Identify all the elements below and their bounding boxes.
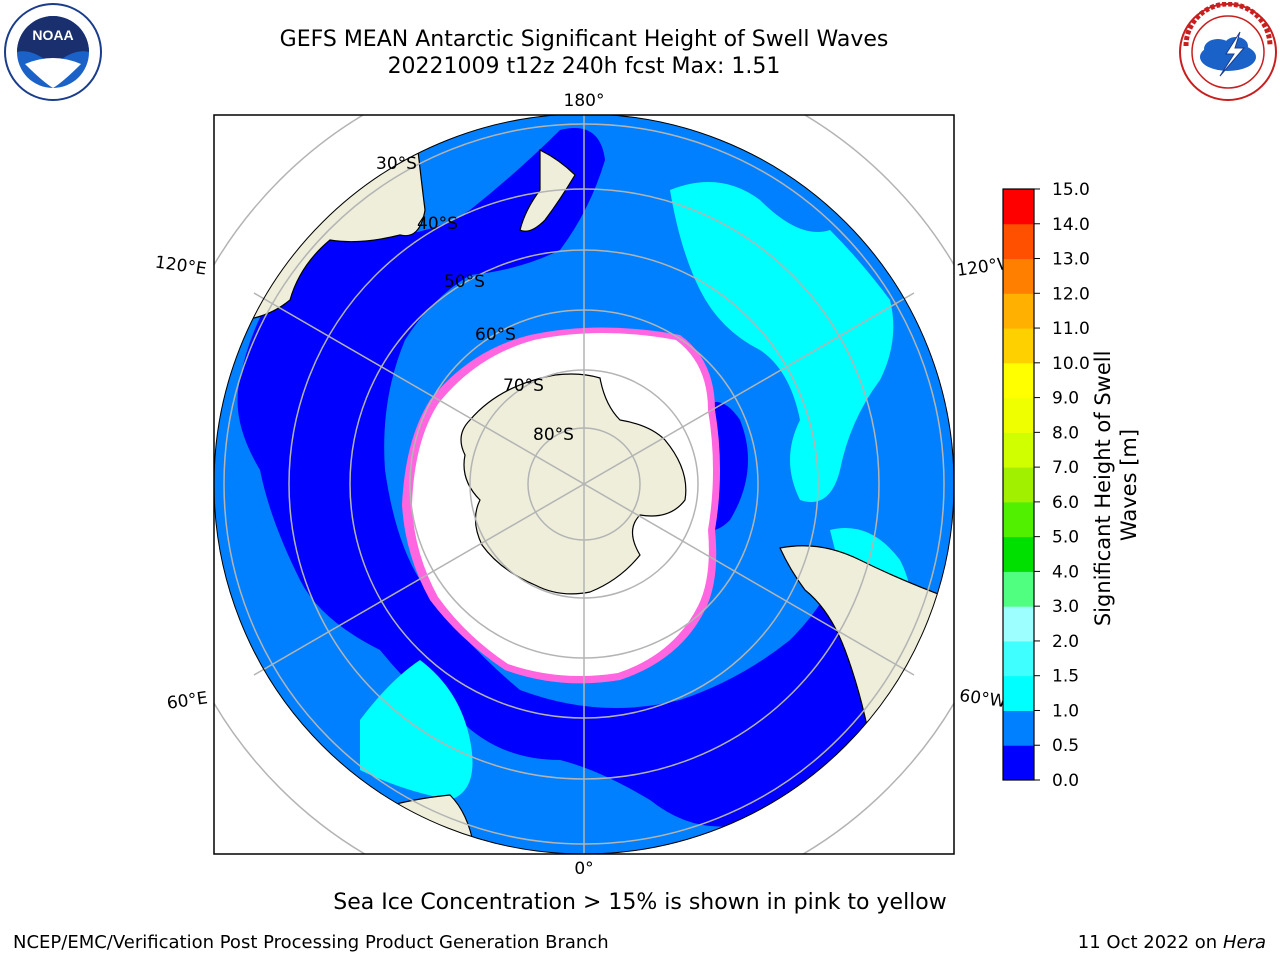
colorbar-tick-label: 3.0 — [1052, 597, 1079, 617]
noaa-logo-text: NOAA — [32, 27, 73, 43]
lat-label-50s: 50°S — [444, 272, 485, 292]
graticule — [214, 115, 954, 854]
colorbar-tick-label: 7.0 — [1052, 458, 1079, 478]
colorbar — [1003, 189, 1034, 781]
colorbar-tick-label: 11.0 — [1052, 319, 1090, 339]
swell-field-1-1p5m — [670, 182, 894, 502]
colorbar-frame — [1002, 188, 1035, 781]
noaa-logo: NOAA — [4, 3, 102, 101]
footer-date: 11 Oct 2022 on Hera — [1078, 932, 1266, 953]
colorbar-tick-label: 0.0 — [1052, 771, 1079, 791]
colorbar-swatch — [1003, 467, 1034, 503]
colorbar-tick-label: 1.0 — [1052, 701, 1079, 721]
colorbar-tick-label: 9.0 — [1052, 389, 1079, 409]
lon-label-60e: 60°E — [166, 688, 209, 713]
colorbar-tick-label: 4.0 — [1052, 562, 1079, 582]
colorbar-swatch — [1003, 640, 1034, 677]
lat-label-60s: 60°S — [475, 325, 516, 345]
colorbar-tick-label: 10.0 — [1052, 354, 1090, 374]
swell-field-1-1p5m-lower — [360, 660, 473, 800]
colorbar-swatch — [1003, 258, 1034, 294]
map-frame — [213, 114, 955, 855]
colorbar-swatch — [1003, 501, 1034, 538]
colorbar-tick-label: 1.5 — [1052, 667, 1079, 687]
lon-label-180: 180° — [564, 91, 605, 111]
swell-field-low — [237, 128, 890, 827]
nws-logo — [1179, 2, 1277, 101]
colorbar-tick-label: 6.0 — [1052, 493, 1079, 513]
lat-label-40s: 40°S — [417, 214, 458, 234]
colorbar-swatch — [1003, 362, 1034, 399]
sea-ice-annotation: Sea Ice Concentration > 15% is shown in … — [333, 890, 947, 915]
lat-label-30s: 30°S — [376, 154, 417, 174]
colorbar-swatch — [1003, 536, 1034, 572]
footer-credit: NCEP/EMC/Verification Post Processing Pr… — [13, 932, 609, 953]
colorbar-swatch — [1003, 397, 1034, 433]
colorbar-swatch — [1003, 328, 1034, 364]
colorbar-tick-label: 15.0 — [1052, 180, 1090, 200]
colorbar-swatch — [1003, 223, 1034, 260]
colorbar-swatch — [1003, 432, 1034, 468]
lon-label-60w: 60°W — [958, 686, 1007, 712]
colorbar-tick-label: 5.0 — [1052, 528, 1079, 548]
colorbar-swatch — [1003, 293, 1034, 329]
colorbar-tick-label: 14.0 — [1052, 215, 1090, 235]
colorbar-tick-label: 8.0 — [1052, 423, 1079, 443]
chart-subtitle: 20221009 t12z 240h fcst Max: 1.51 — [387, 54, 781, 79]
lon-label-0: 0° — [574, 859, 593, 879]
colorbar-swatch — [1003, 710, 1034, 746]
lon-label-120e: 120°E — [154, 253, 208, 280]
colorbar-swatch — [1003, 189, 1034, 225]
footer-date-text: 11 Oct 2022 on — [1077, 932, 1223, 953]
footer-host: Hera — [1222, 932, 1266, 953]
colorbar-tick-label: 0.5 — [1052, 736, 1079, 756]
lat-label-80s: 80°S — [533, 425, 574, 445]
antarctica-land — [460, 373, 687, 595]
colorbar-swatch — [1003, 571, 1034, 607]
colorbar-swatch — [1003, 745, 1034, 781]
colorbar-swatch — [1003, 675, 1034, 711]
colorbar-tick-label: 13.0 — [1052, 250, 1090, 270]
colorbar-swatch — [1003, 606, 1034, 642]
colorbar-tick-label: 12.0 — [1052, 284, 1090, 304]
colorbar-tick-label: 2.0 — [1052, 632, 1079, 652]
lat-label-70s: 70°S — [503, 376, 544, 396]
colorbar-label: Significant Height of Swell Waves [m] — [1091, 344, 1141, 626]
chart-title: GEFS MEAN Antarctic Significant Height o… — [279, 27, 889, 52]
